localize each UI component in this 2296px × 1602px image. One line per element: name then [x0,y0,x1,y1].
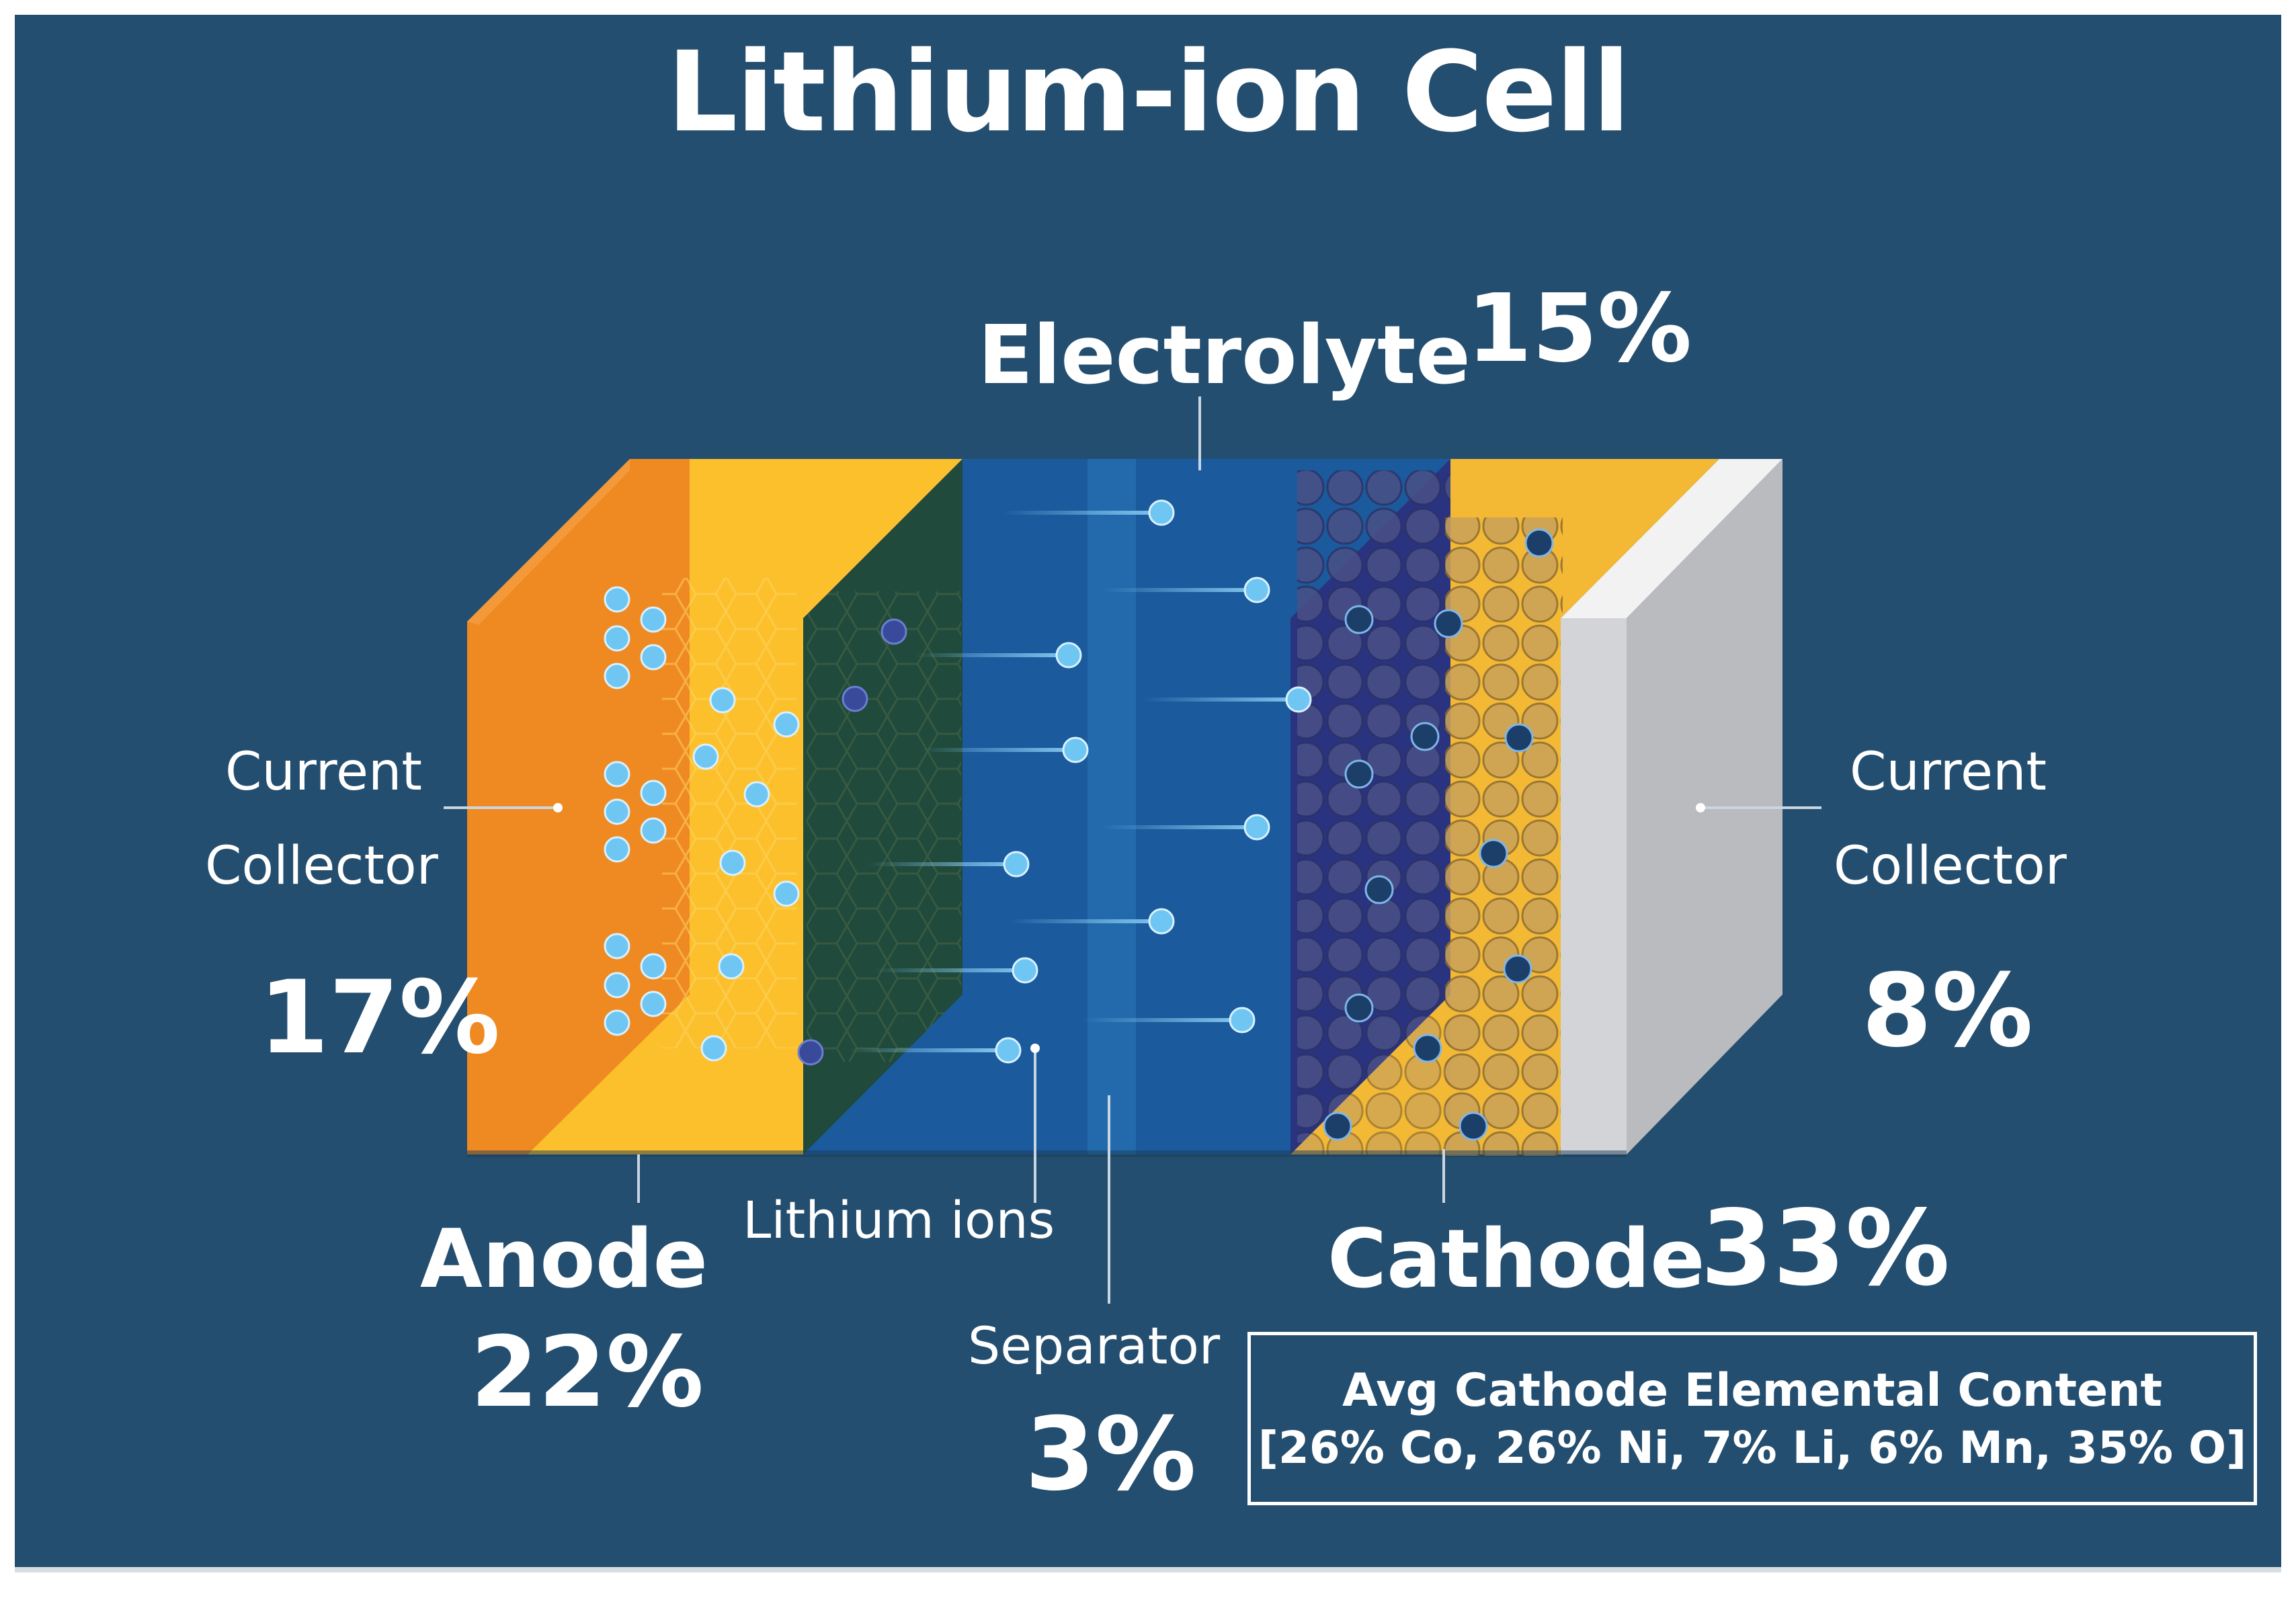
cathode-current-collector [1561,459,1782,618]
left-collector-percent: 17% [259,960,501,1077]
page-title: Lithium-ion Cell [667,28,1630,157]
separator-layer [1088,459,1136,1154]
lithium-ion-trails [847,511,1297,1052]
anode-percent: 22% [470,1316,704,1429]
cathode-content-box: Avg Cathode Elemental Content [26% Co, 2… [1247,1332,2257,1505]
right-collector-label-line1: Current [1850,742,2047,802]
left-collector-label-line1: Current [225,742,422,802]
cathode-label: Cathode [1327,1213,1705,1306]
separator-label: Separator [968,1316,1221,1376]
right-collector-percent: 8% [1862,953,2033,1070]
left-collector-label-line2: Collector [205,836,438,896]
electrolyte-percent: 15% [1467,274,1692,384]
separator-percent: 3% [1025,1396,1196,1513]
cathode-content-heading: Avg Cathode Elemental Content [1342,1364,2162,1417]
lithium-ions [604,499,1312,1064]
lithium-ions-label: Lithium ions [743,1190,1055,1250]
cathode-content-detail: [26% Co, 26% Ni, 7% Li, 6% Mn, 35% O] [1258,1422,2247,1474]
electrolyte-label: Electrolyte [978,309,1471,403]
electrons [1323,528,1554,1141]
anode-label: Anode [420,1213,708,1306]
anode-current-collector [467,459,690,1154]
cathode-percent: 33% [1700,1187,1951,1309]
right-collector-label-line2: Collector [1834,836,2067,896]
